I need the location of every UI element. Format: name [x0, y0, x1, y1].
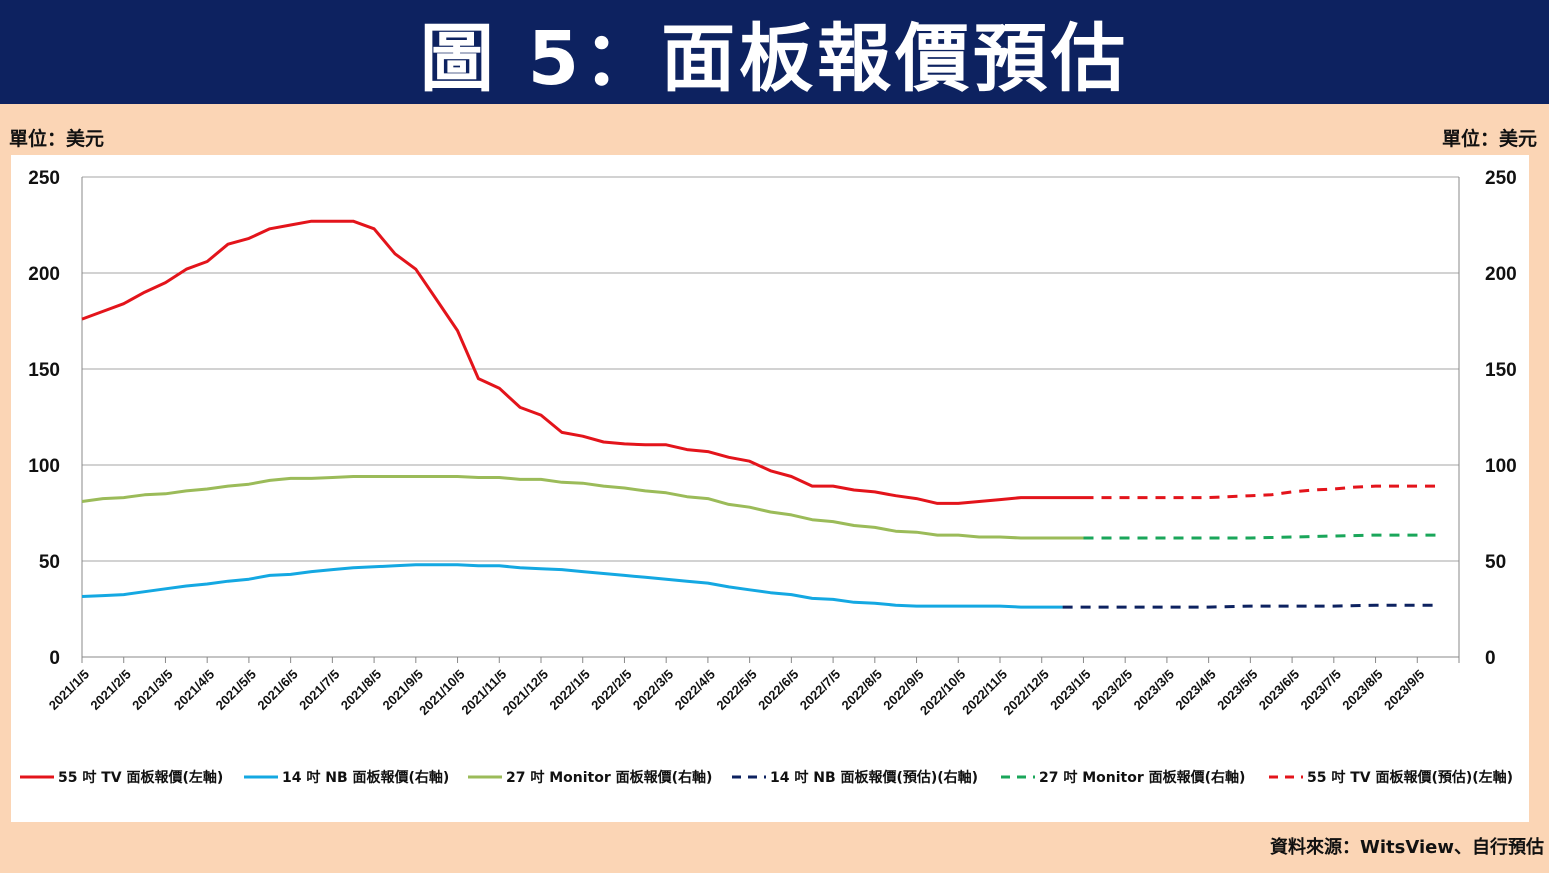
- x-tick-label: 2022/5/5: [713, 667, 759, 713]
- chart-panel: 0 0 50 50 100 100 150 150 200 200 250 250 2021/1/5 20…: [11, 155, 1529, 822]
- title-banner: 圖 5：面板報價預估: [0, 0, 1549, 104]
- x-tick-label: 2023/1/5: [1047, 667, 1093, 713]
- left-unit-label: 單位：美元: [9, 128, 105, 150]
- y-tick-label-left: 50: [39, 552, 60, 573]
- series-line-3: [81, 475, 1084, 540]
- series-line-2: [81, 563, 1063, 609]
- x-tick-label: 2023/9/5: [1381, 667, 1427, 713]
- series-line-1: [81, 219, 1084, 505]
- y-tick-label-left: 100: [28, 456, 60, 477]
- x-tick-label: 2022/4/5: [672, 667, 718, 713]
- x-tick-label: 2023/7/5: [1298, 667, 1344, 713]
- legend-label: 55 吋 TV 面板報價(預估)(左軸): [1307, 769, 1513, 786]
- x-tick-label: 2023/3/5: [1131, 667, 1177, 713]
- x-tick-label: 2022/7/5: [797, 667, 843, 713]
- source-note: 資料來源：WitsView、自行預估: [1270, 837, 1544, 858]
- x-tick-label: 2023/5/5: [1214, 667, 1260, 713]
- series-line-6: [1083, 484, 1439, 500]
- y-tick-label-left: 250: [28, 168, 60, 189]
- x-tick-label: 2021/10/5: [416, 667, 468, 719]
- x-tick-label: 2021/5/5: [213, 667, 259, 713]
- y-tick-label-right: 150: [1485, 360, 1517, 381]
- x-tick-label: 2022/8/5: [839, 667, 885, 713]
- y-tick-label-right: 0: [1485, 648, 1496, 669]
- x-tick-label: 2022/12/5: [1000, 667, 1052, 719]
- y-tick-label-left: 0: [49, 648, 60, 669]
- x-tick-label: 2022/6/5: [755, 667, 801, 713]
- y-tick-label-left: 150: [28, 360, 60, 381]
- x-tick-label: 2022/3/5: [630, 667, 676, 713]
- y-tick-label-right: 50: [1485, 552, 1506, 573]
- y-tick-label-right: 250: [1485, 168, 1517, 189]
- legend-label: 14 吋 NB 面板報價(右軸): [282, 769, 449, 786]
- x-tick-label: 2021/6/5: [254, 667, 300, 713]
- x-tick-label: 2023/6/5: [1256, 667, 1302, 713]
- x-tick-label: 2022/10/5: [917, 667, 969, 719]
- legend-label: 55 吋 TV 面板報價(左軸): [58, 769, 223, 786]
- y-tick-label-right: 100: [1485, 456, 1517, 477]
- x-tick-label: 2022/2/5: [588, 667, 634, 713]
- legend-label: 14 吋 NB 面板報價(預估)(右軸): [770, 769, 978, 786]
- right-unit-label: 單位：美元: [1441, 128, 1537, 150]
- x-tick-label: 2021/1/5: [46, 667, 92, 713]
- x-tick-label: 2021/3/5: [129, 667, 175, 713]
- series-line-4: [1062, 603, 1439, 609]
- x-tick-label: 2021/12/5: [500, 667, 552, 719]
- x-tick-label: 2021/8/5: [338, 667, 384, 713]
- x-tick-label: 2023/8/5: [1339, 667, 1385, 713]
- y-tick-label-left: 200: [28, 264, 60, 285]
- legend-label: 27 吋 Monitor 面板報價(右軸): [506, 769, 712, 786]
- x-tick-label: 2022/1/5: [546, 667, 592, 713]
- series-line-5: [1083, 533, 1439, 540]
- x-tick-label: 2021/7/5: [296, 667, 342, 713]
- legend-label: 27 吋 Monitor 面板報價(右軸): [1039, 769, 1245, 786]
- x-tick-label: 2023/4/5: [1172, 667, 1218, 713]
- chart-title: 圖 5：面板報價預估: [419, 15, 1130, 102]
- x-tick-label: 2021/2/5: [87, 667, 133, 713]
- y-tick-label-right: 200: [1485, 264, 1517, 285]
- x-tick-label: 2023/2/5: [1089, 667, 1135, 713]
- x-tick-label: 2021/4/5: [171, 667, 217, 713]
